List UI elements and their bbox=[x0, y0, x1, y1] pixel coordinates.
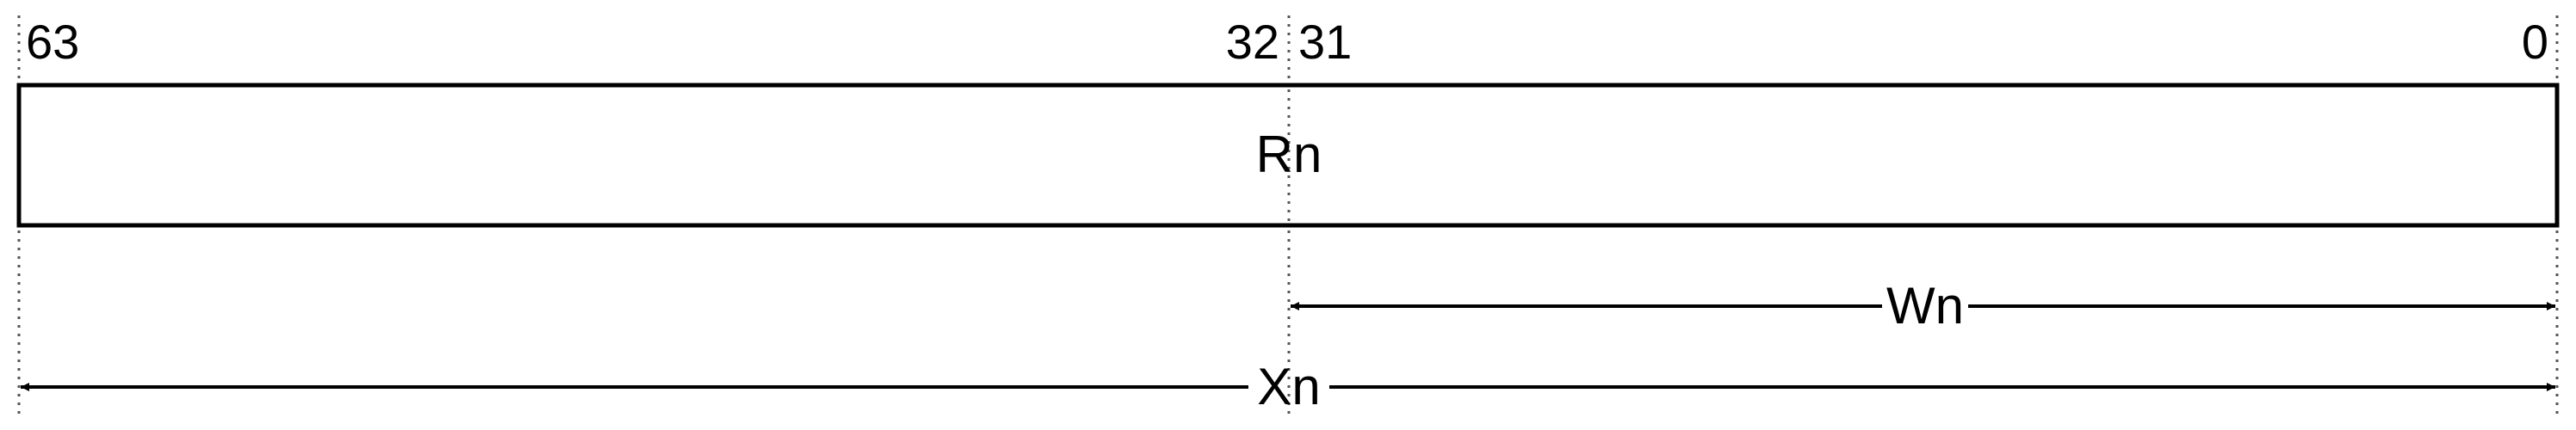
register-name: Rn bbox=[1256, 126, 1322, 183]
bit-label-32: 32 bbox=[1226, 15, 1279, 69]
wn-label: Wn bbox=[1886, 277, 1964, 335]
xn-label: Xn bbox=[1257, 358, 1320, 415]
bit-label-0: 0 bbox=[2522, 15, 2548, 69]
bit-label-63: 63 bbox=[26, 15, 79, 69]
bit-label-31: 31 bbox=[1298, 15, 1352, 69]
